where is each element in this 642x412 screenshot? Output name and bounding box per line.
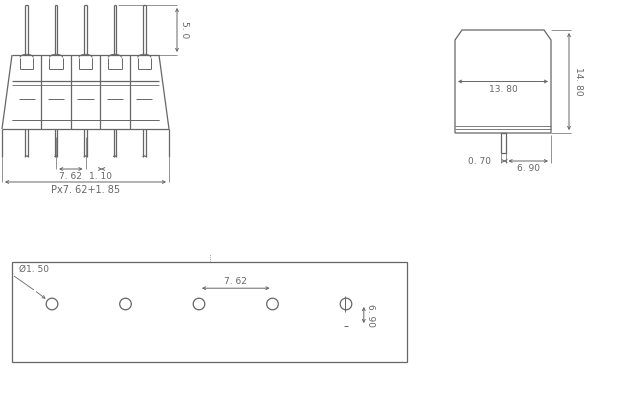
Text: 14. 80: 14. 80 xyxy=(575,67,584,96)
Bar xyxy=(501,133,505,153)
Text: 1. 10: 1. 10 xyxy=(89,171,112,180)
Text: 5. 0: 5. 0 xyxy=(180,21,189,39)
Text: 7. 62: 7. 62 xyxy=(59,171,82,180)
Bar xyxy=(12,262,407,362)
Text: 6. 90: 6. 90 xyxy=(517,164,540,173)
Text: 13. 80: 13. 80 xyxy=(489,85,517,94)
Text: Px7. 62+1. 85: Px7. 62+1. 85 xyxy=(51,185,120,195)
Text: 7. 62: 7. 62 xyxy=(224,277,247,286)
Text: Ø1. 50: Ø1. 50 xyxy=(19,265,49,274)
Text: 6. 90: 6. 90 xyxy=(366,304,375,326)
Text: 0. 70: 0. 70 xyxy=(467,157,490,166)
